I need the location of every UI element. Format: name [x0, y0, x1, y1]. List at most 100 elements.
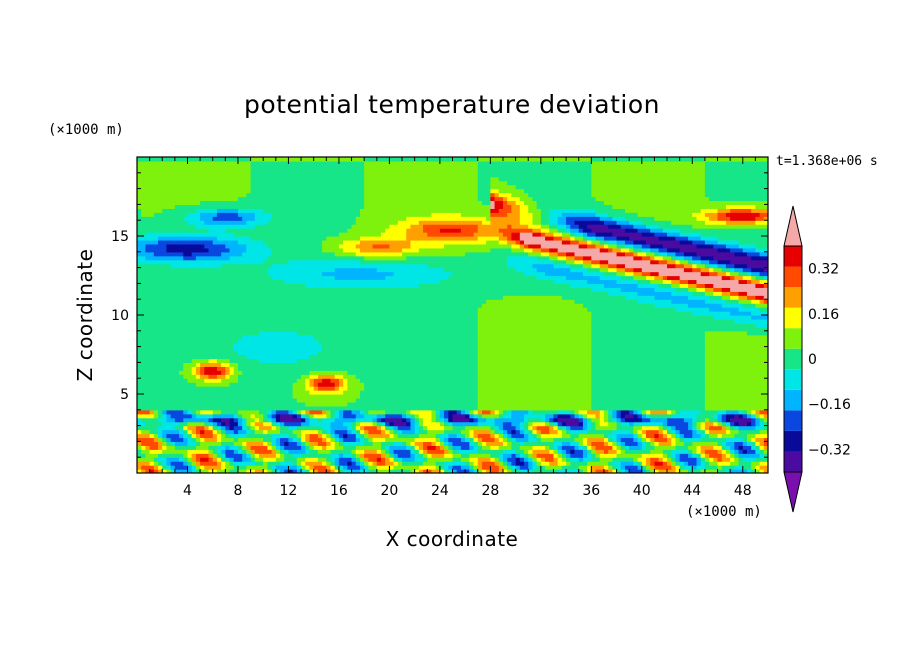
contour-cell: [561, 374, 567, 379]
contour-cell: [179, 469, 184, 473]
contour-cell: [755, 417, 761, 423]
contour-cell: [713, 449, 719, 454]
contour-cell: [296, 425, 302, 431]
contour-cell: [688, 342, 693, 348]
contour-cell: [141, 366, 147, 371]
contour-cell: [313, 453, 319, 458]
contour-cell: [725, 437, 731, 442]
contour-cell: [587, 445, 592, 450]
contour-cell: [313, 386, 319, 391]
contour-cell: [301, 401, 306, 407]
contour-cell: [612, 409, 618, 415]
contour-cell: [263, 433, 269, 439]
contour-cell: [402, 397, 407, 403]
contour-cell: [658, 409, 664, 415]
contour-cell: [233, 354, 239, 360]
contour-cell: [704, 382, 710, 387]
contour-cell: [738, 346, 744, 352]
contour-cell: [162, 382, 168, 387]
contour-cell: [658, 390, 664, 395]
contour-cell: [553, 350, 559, 356]
contour-cell: [351, 382, 357, 387]
contour-cell: [667, 445, 672, 450]
contour-cell: [418, 457, 424, 462]
contour-cell: [624, 469, 630, 473]
contour-cell: [679, 461, 685, 466]
contour-cell: [692, 417, 698, 423]
contour-cell: [200, 394, 205, 399]
contour-cell: [616, 445, 622, 450]
contour-cell: [717, 394, 723, 399]
contour-cell: [309, 425, 315, 431]
contour-cell: [624, 425, 630, 431]
contour-cell: [444, 382, 449, 387]
contour-cell: [137, 421, 142, 427]
contour-cell: [204, 445, 210, 450]
contour-cell: [195, 461, 201, 466]
contour-cell: [149, 394, 155, 399]
contour-cell: [288, 433, 294, 439]
contour-cell: [410, 386, 416, 391]
contour-cell: [498, 437, 504, 442]
contour-cell: [204, 417, 210, 423]
contour-cell: [393, 429, 399, 435]
contour-cell: [759, 358, 765, 363]
contour-cell: [250, 437, 256, 442]
contour-cell: [536, 421, 542, 427]
contour-cell: [456, 382, 462, 387]
contour-cell: [667, 409, 672, 415]
contour-cell: [692, 374, 698, 379]
contour-cell: [549, 401, 555, 407]
contour-cell: [746, 394, 752, 399]
contour-cell: [229, 354, 235, 360]
contour-cell: [351, 386, 357, 391]
contour-cell: [633, 382, 639, 387]
contour-cell: [490, 445, 496, 450]
contour-cell: [641, 445, 647, 450]
contour-cell: [368, 386, 374, 391]
contour-cell: [347, 382, 353, 387]
contour-cell: [389, 449, 395, 454]
contour-cell: [153, 354, 159, 360]
contour-cell: [448, 433, 454, 439]
contour-cell: [683, 346, 689, 352]
contour-cell: [481, 386, 487, 391]
contour-cell: [301, 386, 306, 391]
contour-cell: [271, 382, 277, 387]
contour-cell: [372, 413, 378, 419]
contour-cell: [301, 421, 306, 427]
contour-cell: [460, 350, 466, 356]
contour-cell: [751, 350, 756, 356]
contour-cell: [338, 342, 344, 348]
contour-cell: [380, 437, 386, 442]
contour-cell: [179, 417, 184, 423]
contour-cell: [338, 370, 344, 375]
contour-cell: [246, 342, 252, 348]
contour-cell: [435, 394, 441, 399]
contour-cell: [347, 449, 353, 454]
contour-cell: [486, 421, 491, 427]
contour-cell: [595, 370, 601, 375]
contour-cell: [667, 374, 672, 379]
contour-cell: [662, 441, 668, 446]
contour-cell: [200, 413, 205, 419]
contour-cell: [368, 417, 374, 423]
contour-cell: [187, 338, 193, 344]
contour-cell: [149, 390, 155, 395]
contour-cell: [759, 469, 765, 473]
contour-cell: [414, 378, 420, 383]
contour-cell: [759, 465, 765, 470]
contour-cell: [225, 441, 231, 446]
contour-cell: [195, 342, 201, 348]
contour-cell: [275, 401, 281, 407]
contour-cell: [692, 413, 698, 419]
contour-cell: [389, 409, 395, 415]
contour-cell: [406, 382, 412, 387]
contour-cell: [322, 366, 327, 371]
contour-cell: [713, 413, 719, 419]
contour-cell: [742, 382, 748, 387]
contour-cell: [183, 358, 189, 363]
contour-cell: [515, 397, 521, 403]
contour-cell: [183, 405, 189, 411]
contour-cell: [435, 386, 441, 391]
